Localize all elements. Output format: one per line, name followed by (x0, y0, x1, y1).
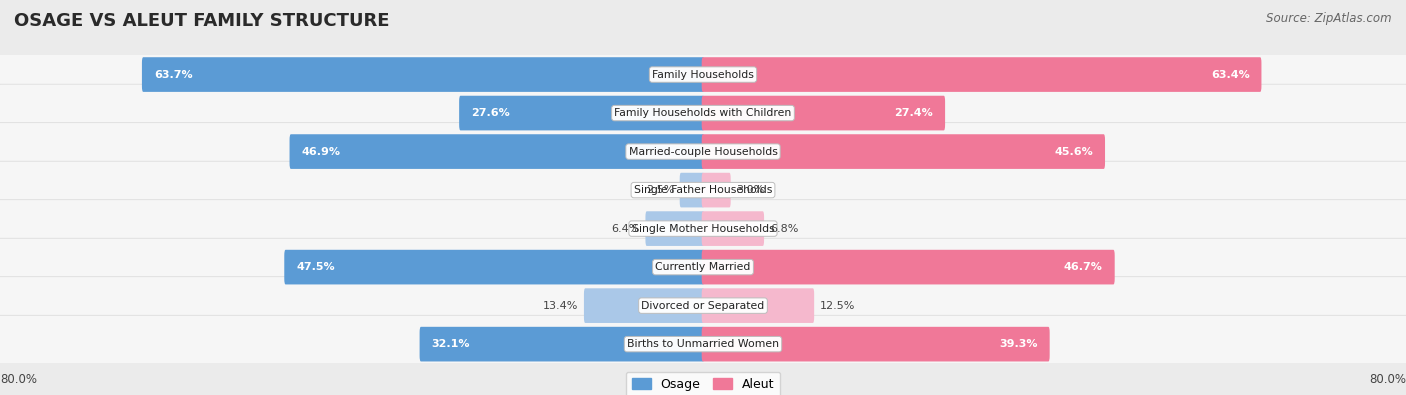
FancyBboxPatch shape (702, 288, 814, 323)
FancyBboxPatch shape (702, 327, 1050, 361)
Text: Source: ZipAtlas.com: Source: ZipAtlas.com (1267, 12, 1392, 25)
FancyBboxPatch shape (284, 250, 704, 284)
Text: 32.1%: 32.1% (432, 339, 470, 349)
Text: 46.9%: 46.9% (301, 147, 340, 156)
Text: 12.5%: 12.5% (820, 301, 855, 310)
Text: 80.0%: 80.0% (1369, 373, 1406, 386)
Text: Family Households: Family Households (652, 70, 754, 79)
Text: 47.5%: 47.5% (297, 262, 335, 272)
FancyBboxPatch shape (702, 134, 1105, 169)
FancyBboxPatch shape (0, 238, 1406, 296)
FancyBboxPatch shape (0, 84, 1406, 142)
Text: Currently Married: Currently Married (655, 262, 751, 272)
Text: Single Mother Households: Single Mother Households (631, 224, 775, 233)
Text: 6.4%: 6.4% (612, 224, 640, 233)
Text: 6.8%: 6.8% (770, 224, 799, 233)
FancyBboxPatch shape (0, 161, 1406, 219)
FancyBboxPatch shape (419, 327, 704, 361)
FancyBboxPatch shape (702, 96, 945, 130)
FancyBboxPatch shape (290, 134, 704, 169)
Text: 63.4%: 63.4% (1211, 70, 1250, 79)
FancyBboxPatch shape (0, 200, 1406, 258)
FancyBboxPatch shape (0, 46, 1406, 103)
FancyBboxPatch shape (645, 211, 704, 246)
Text: 63.7%: 63.7% (153, 70, 193, 79)
Legend: Osage, Aleut: Osage, Aleut (626, 372, 780, 395)
FancyBboxPatch shape (702, 173, 731, 207)
FancyBboxPatch shape (0, 315, 1406, 373)
Text: Married-couple Households: Married-couple Households (628, 147, 778, 156)
Text: OSAGE VS ALEUT FAMILY STRUCTURE: OSAGE VS ALEUT FAMILY STRUCTURE (14, 12, 389, 30)
FancyBboxPatch shape (142, 57, 704, 92)
FancyBboxPatch shape (702, 250, 1115, 284)
Text: 39.3%: 39.3% (1000, 339, 1038, 349)
Text: 27.6%: 27.6% (471, 108, 510, 118)
Text: 27.4%: 27.4% (894, 108, 934, 118)
FancyBboxPatch shape (460, 96, 704, 130)
Text: Single Father Households: Single Father Households (634, 185, 772, 195)
Text: 80.0%: 80.0% (0, 373, 37, 386)
FancyBboxPatch shape (0, 123, 1406, 181)
Text: 45.6%: 45.6% (1054, 147, 1094, 156)
Text: 46.7%: 46.7% (1064, 262, 1102, 272)
Text: 3.0%: 3.0% (737, 185, 765, 195)
FancyBboxPatch shape (702, 57, 1261, 92)
Text: 13.4%: 13.4% (543, 301, 578, 310)
Text: Births to Unmarried Women: Births to Unmarried Women (627, 339, 779, 349)
Text: Family Households with Children: Family Households with Children (614, 108, 792, 118)
FancyBboxPatch shape (702, 211, 763, 246)
Text: Divorced or Separated: Divorced or Separated (641, 301, 765, 310)
FancyBboxPatch shape (0, 277, 1406, 335)
Text: 2.5%: 2.5% (645, 185, 673, 195)
FancyBboxPatch shape (583, 288, 704, 323)
FancyBboxPatch shape (679, 173, 704, 207)
